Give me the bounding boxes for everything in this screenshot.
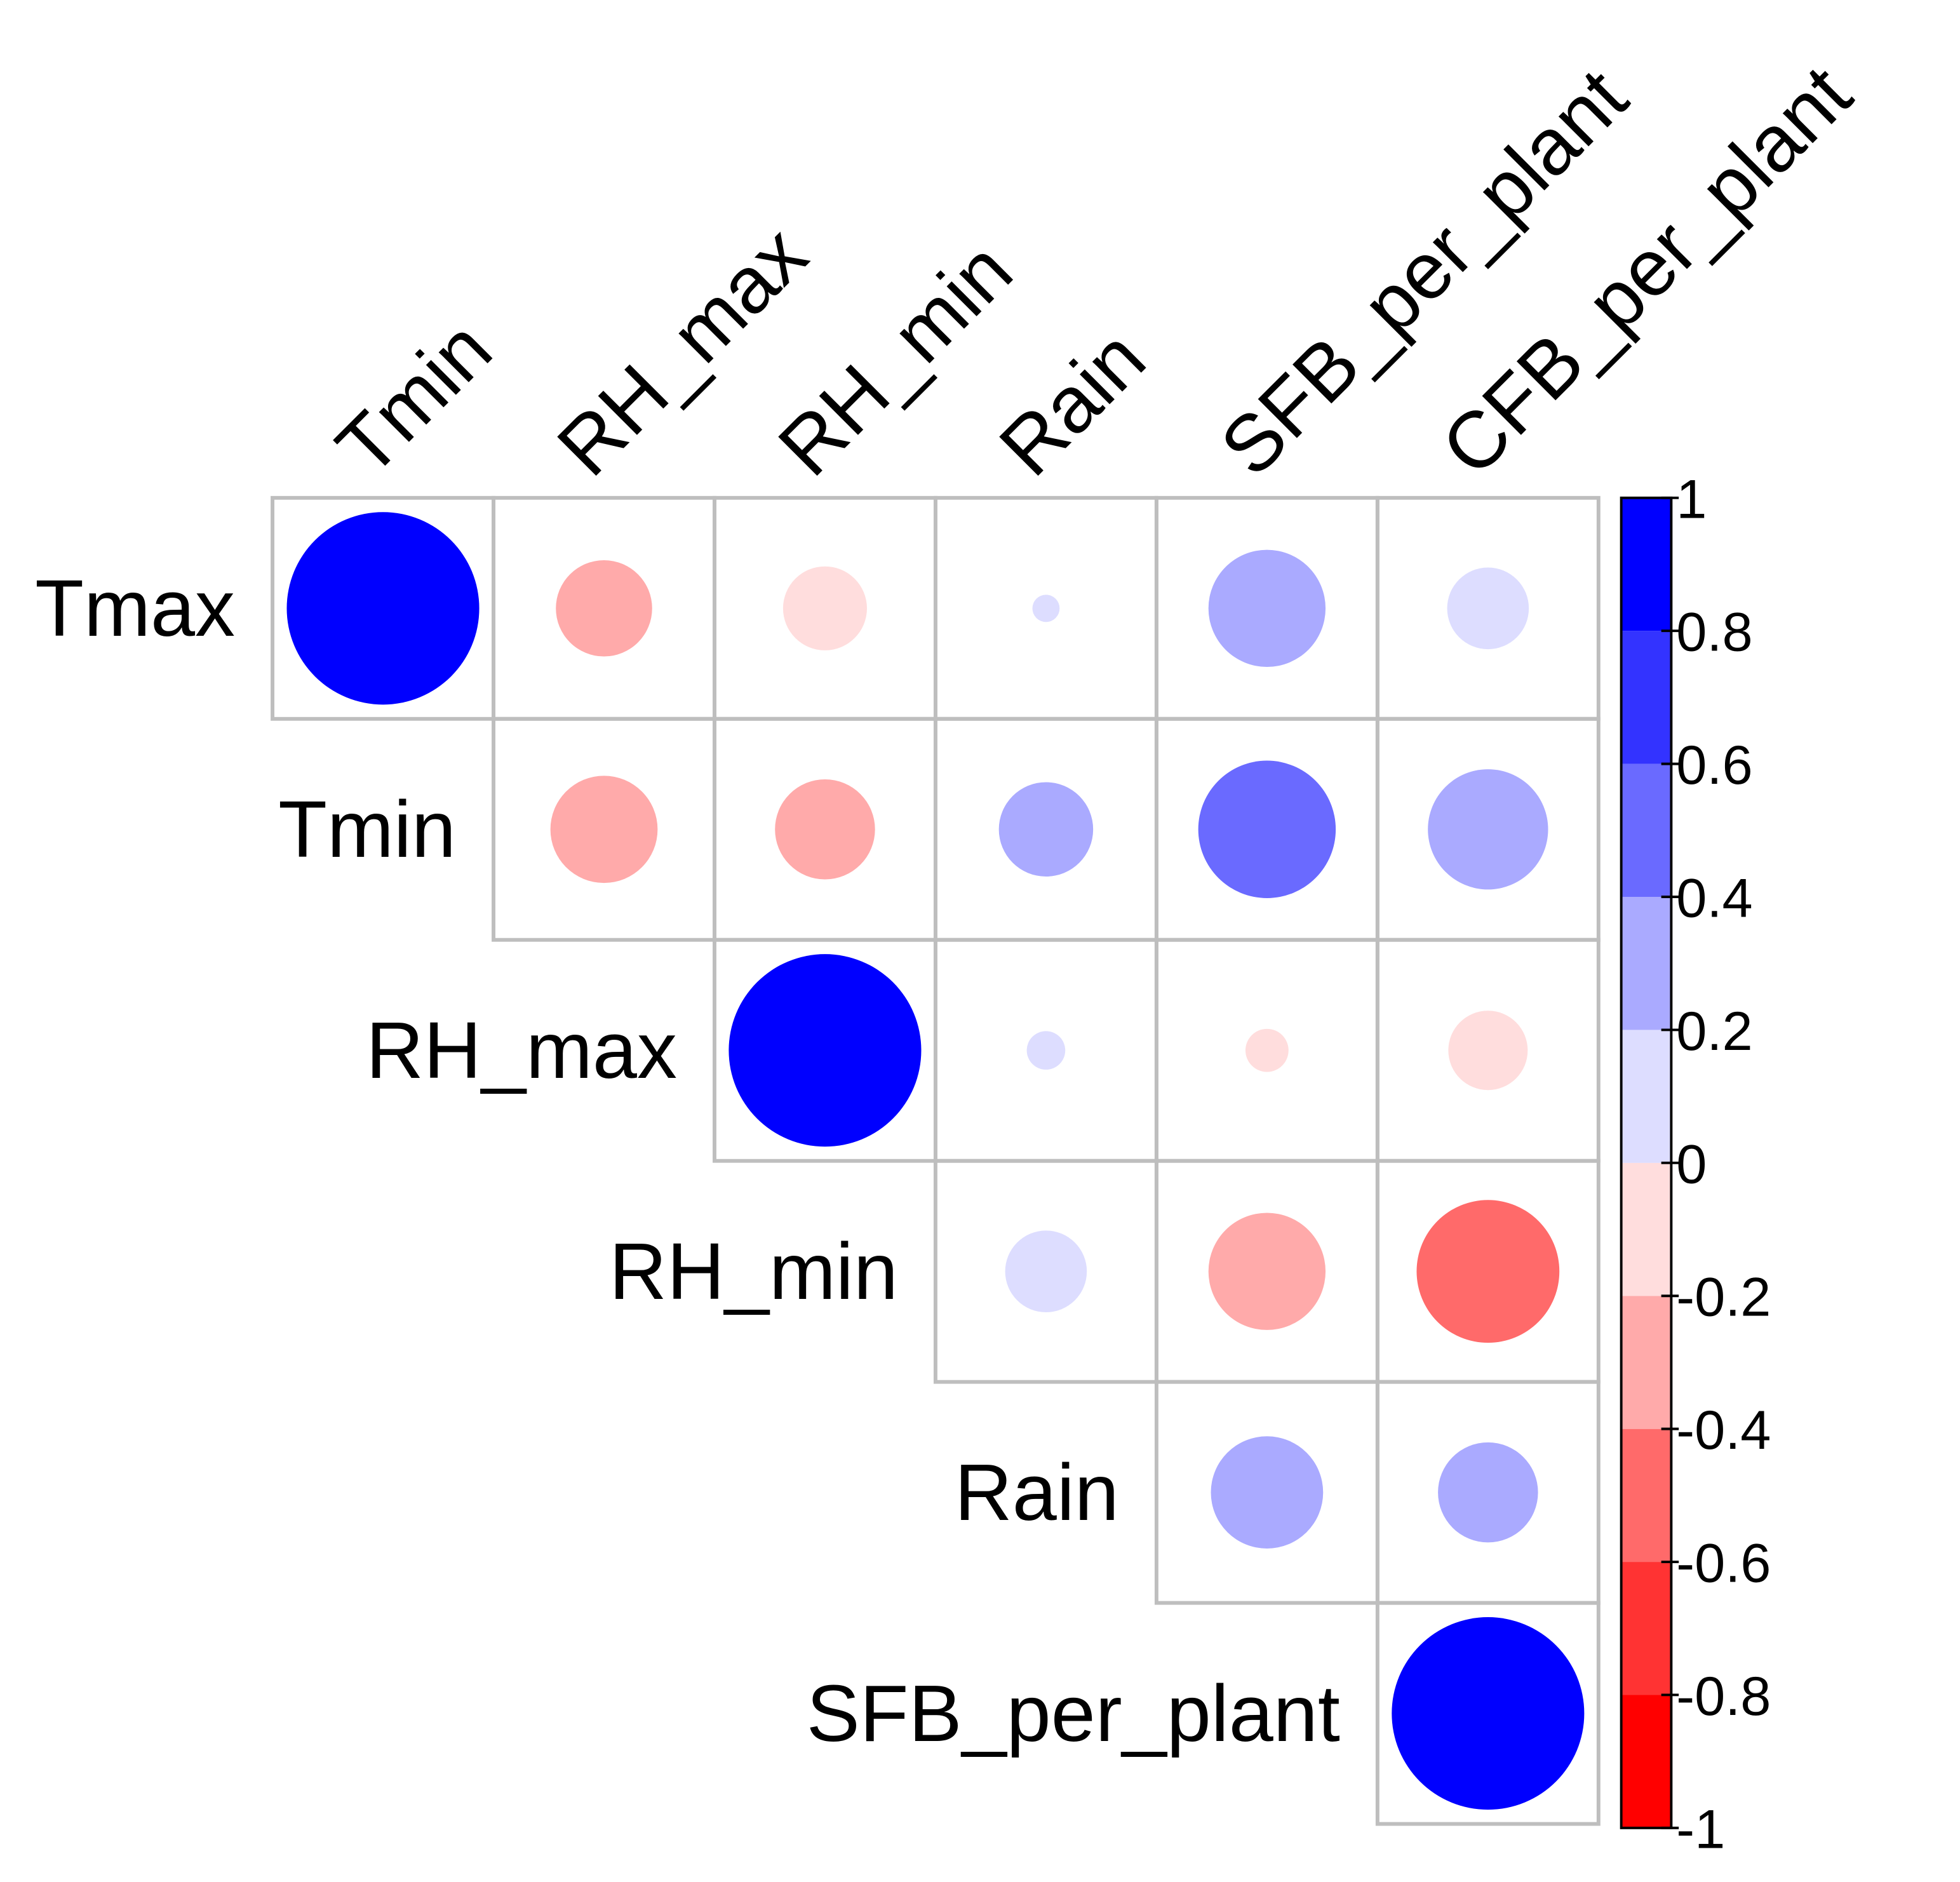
row-label: Rain [955, 1448, 1119, 1537]
corr-circle [1032, 595, 1060, 622]
colorbar-label: 0.8 [1676, 602, 1752, 663]
colorbar-bin [1621, 1428, 1672, 1563]
corr-circle [550, 776, 658, 884]
grid-cell [1375, 1601, 1601, 1826]
corr-circle [998, 782, 1094, 877]
colorbar-label: 0.2 [1676, 1001, 1752, 1062]
colorbar-label: 0.4 [1676, 868, 1752, 929]
corr-circle [1211, 1436, 1324, 1549]
colorbar-label: 0 [1676, 1134, 1707, 1195]
colorbar-label: -0.4 [1676, 1400, 1771, 1461]
row-label: SFB_per_plant [807, 1669, 1340, 1758]
corr-circle [1208, 549, 1326, 667]
corr-circle [1026, 1031, 1066, 1070]
column-label: RH_max [540, 209, 824, 492]
colorbar-label: 1 [1676, 469, 1707, 530]
corr-circle [1005, 1230, 1087, 1312]
row-label: Tmin [278, 784, 456, 874]
corr-circle [1245, 1028, 1289, 1072]
colorbar-bin [1621, 1162, 1672, 1296]
corr-circle [286, 512, 480, 705]
corr-circle [556, 560, 652, 657]
colorbar-label: -1 [1676, 1799, 1725, 1860]
column-label: Rain [983, 313, 1162, 492]
corr-circle [1447, 567, 1529, 650]
column-label: CFB_per_plant [1425, 49, 1869, 493]
corr-circle [775, 779, 875, 880]
colorbar-bin [1621, 1562, 1672, 1695]
colorbar-bin [1621, 1296, 1672, 1429]
colorbar-label: -0.8 [1676, 1666, 1771, 1727]
column-label: Tmin [319, 304, 509, 493]
corr-circle [1428, 769, 1548, 890]
row-label: Tmax [35, 563, 235, 653]
colorbar-label: 0.6 [1676, 735, 1752, 796]
colorbar-bin [1621, 1030, 1672, 1163]
corr-circle [1416, 1200, 1560, 1343]
corr-circle [1208, 1213, 1326, 1330]
corr-circle [782, 566, 868, 650]
row-label: RH_max [366, 1005, 677, 1095]
colorbar-bin [1621, 1695, 1672, 1828]
colorbar-bin [1621, 497, 1672, 631]
column-label: SFB_per_plant [1204, 52, 1644, 493]
row-label: RH_min [609, 1227, 898, 1316]
corr-circle [1198, 760, 1336, 898]
corr-circle [1438, 1442, 1538, 1543]
colorbar-bin [1621, 631, 1672, 764]
colorbar-bin [1621, 763, 1672, 897]
corr-circle [728, 954, 922, 1147]
corr-circle [1392, 1617, 1585, 1810]
colorbar-bin [1621, 897, 1672, 1030]
colorbar-label: -0.6 [1676, 1533, 1771, 1594]
corr-circle [1448, 1011, 1528, 1091]
colorbar-label: -0.2 [1676, 1267, 1771, 1328]
